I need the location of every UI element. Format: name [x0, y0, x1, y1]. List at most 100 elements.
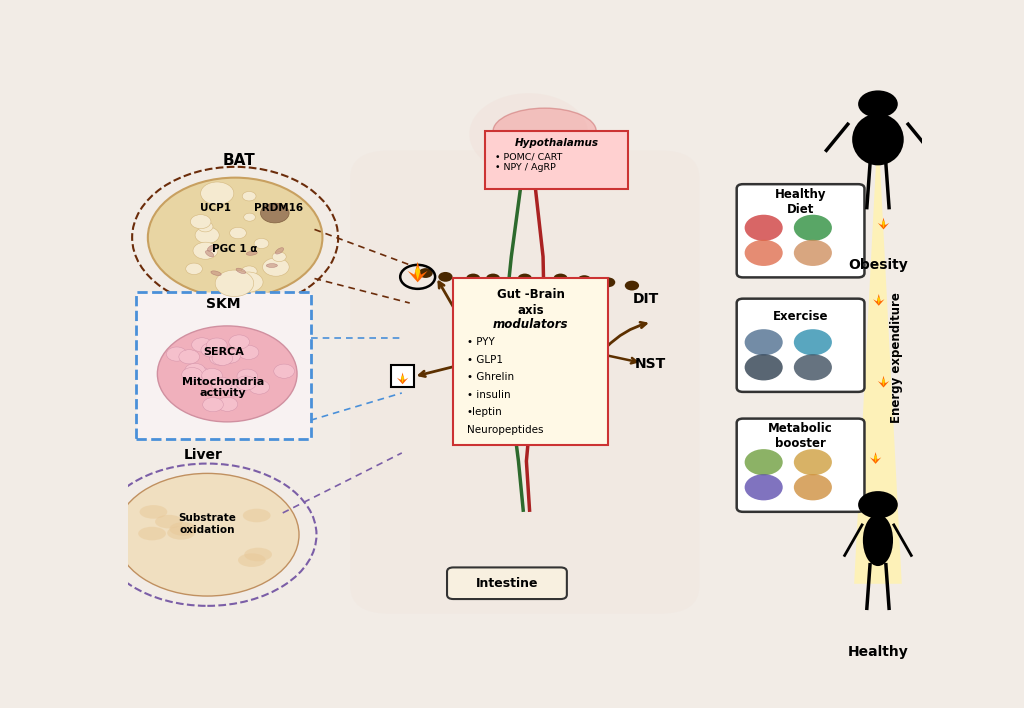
- FancyBboxPatch shape: [136, 292, 310, 439]
- Text: SERCA: SERCA: [203, 347, 244, 357]
- Circle shape: [858, 91, 898, 118]
- Text: Energy expenditure: Energy expenditure: [890, 292, 903, 423]
- Polygon shape: [408, 262, 428, 282]
- Circle shape: [190, 215, 211, 229]
- Circle shape: [211, 377, 231, 392]
- Text: axis: axis: [517, 304, 544, 316]
- Circle shape: [273, 364, 295, 378]
- Circle shape: [225, 383, 246, 397]
- Polygon shape: [878, 297, 881, 304]
- Text: UCP1: UCP1: [200, 202, 230, 212]
- Ellipse shape: [863, 514, 893, 566]
- Text: Metabolic
booster: Metabolic booster: [768, 422, 833, 450]
- Circle shape: [198, 222, 213, 232]
- Ellipse shape: [211, 271, 221, 275]
- Circle shape: [229, 227, 247, 239]
- Ellipse shape: [247, 251, 257, 256]
- Circle shape: [553, 273, 567, 283]
- Ellipse shape: [273, 215, 282, 222]
- Circle shape: [201, 182, 233, 205]
- Circle shape: [189, 367, 210, 381]
- Circle shape: [184, 363, 206, 377]
- Text: Healthy: Healthy: [848, 645, 908, 659]
- Circle shape: [243, 191, 256, 201]
- Circle shape: [744, 449, 782, 475]
- Text: • PYY: • PYY: [467, 337, 495, 348]
- Circle shape: [179, 350, 200, 364]
- Text: •leptin: •leptin: [467, 407, 503, 417]
- Circle shape: [744, 354, 782, 380]
- Text: PRDM16: PRDM16: [254, 202, 303, 212]
- Polygon shape: [854, 126, 902, 584]
- Circle shape: [794, 215, 831, 241]
- Circle shape: [254, 239, 269, 249]
- Circle shape: [744, 215, 782, 241]
- Ellipse shape: [206, 251, 214, 257]
- Text: Intestine: Intestine: [476, 577, 539, 590]
- Ellipse shape: [494, 108, 596, 154]
- Polygon shape: [882, 378, 885, 387]
- Circle shape: [212, 351, 232, 365]
- Circle shape: [242, 266, 257, 277]
- Circle shape: [217, 397, 238, 411]
- Polygon shape: [882, 537, 885, 544]
- Circle shape: [625, 280, 639, 290]
- Circle shape: [794, 354, 831, 380]
- Polygon shape: [878, 217, 889, 229]
- Polygon shape: [874, 144, 878, 152]
- Circle shape: [236, 376, 256, 390]
- Circle shape: [233, 272, 263, 292]
- Text: Exercise: Exercise: [773, 309, 828, 323]
- Ellipse shape: [266, 263, 278, 268]
- Circle shape: [419, 268, 433, 278]
- Circle shape: [272, 252, 287, 261]
- Text: • GLP1: • GLP1: [467, 355, 503, 365]
- FancyBboxPatch shape: [454, 278, 608, 445]
- Polygon shape: [415, 266, 420, 280]
- Polygon shape: [869, 142, 882, 153]
- Text: • Ghrelin: • Ghrelin: [467, 372, 514, 382]
- Circle shape: [167, 347, 187, 361]
- Polygon shape: [878, 534, 889, 546]
- Circle shape: [262, 258, 289, 276]
- Circle shape: [438, 272, 453, 282]
- Text: Healthy
Diet: Healthy Diet: [775, 188, 826, 216]
- Polygon shape: [397, 372, 409, 384]
- Circle shape: [185, 263, 203, 275]
- Circle shape: [794, 474, 831, 501]
- Text: Neuropeptides: Neuropeptides: [467, 425, 544, 435]
- FancyBboxPatch shape: [447, 567, 567, 599]
- Circle shape: [469, 93, 588, 175]
- Text: Gut -Brain: Gut -Brain: [497, 288, 564, 302]
- Circle shape: [147, 178, 323, 297]
- Ellipse shape: [169, 522, 198, 536]
- Circle shape: [207, 338, 227, 352]
- Ellipse shape: [237, 268, 246, 273]
- Circle shape: [260, 203, 289, 223]
- Ellipse shape: [238, 554, 266, 567]
- Circle shape: [220, 349, 241, 363]
- Circle shape: [228, 335, 250, 349]
- Text: PGC 1 α: PGC 1 α: [212, 244, 258, 253]
- Circle shape: [486, 273, 500, 283]
- Polygon shape: [873, 294, 885, 306]
- Polygon shape: [874, 455, 878, 462]
- Circle shape: [578, 275, 592, 285]
- Ellipse shape: [155, 515, 183, 528]
- Ellipse shape: [138, 527, 166, 540]
- Circle shape: [191, 338, 212, 352]
- Circle shape: [203, 398, 223, 412]
- Text: • insulin: • insulin: [467, 389, 511, 399]
- Text: modulators: modulators: [493, 319, 568, 331]
- Circle shape: [601, 278, 615, 287]
- Polygon shape: [882, 220, 885, 228]
- Circle shape: [518, 273, 531, 283]
- Circle shape: [201, 343, 221, 357]
- Circle shape: [210, 351, 230, 365]
- Text: NST: NST: [635, 357, 666, 371]
- Circle shape: [744, 240, 782, 266]
- Circle shape: [249, 380, 269, 394]
- Polygon shape: [878, 376, 889, 387]
- Circle shape: [237, 369, 258, 383]
- Circle shape: [215, 270, 254, 297]
